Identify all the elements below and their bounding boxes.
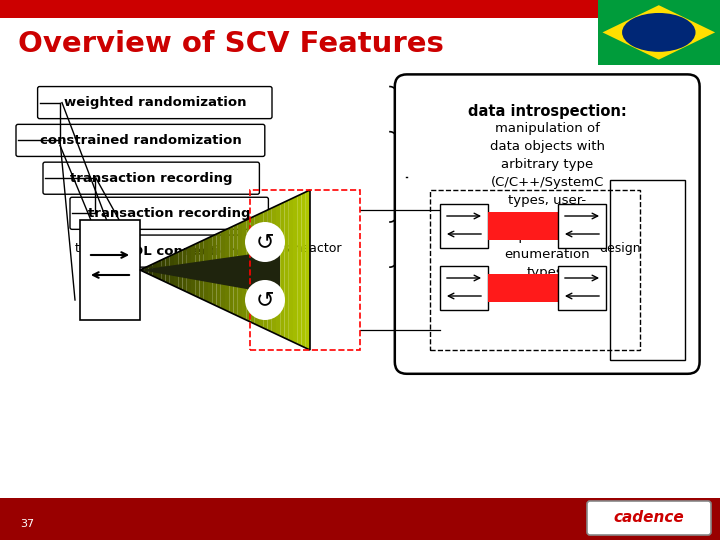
Polygon shape <box>251 216 255 324</box>
Polygon shape <box>259 212 264 328</box>
Polygon shape <box>157 260 161 280</box>
Polygon shape <box>271 206 276 334</box>
FancyBboxPatch shape <box>395 75 700 374</box>
Polygon shape <box>199 240 204 300</box>
Polygon shape <box>302 192 306 348</box>
Text: ↺: ↺ <box>256 232 274 252</box>
Bar <box>610 180 685 360</box>
Text: manipulation of
data objects with
arbitrary type
(C/C++/SystemC
types, user-
spe: manipulation of data objects with arbitr… <box>490 123 605 279</box>
Circle shape <box>622 13 696 52</box>
Polygon shape <box>195 242 199 298</box>
Text: 37: 37 <box>20 519 34 529</box>
Polygon shape <box>166 256 170 284</box>
Polygon shape <box>174 252 179 288</box>
Text: test: test <box>75 242 99 255</box>
Polygon shape <box>284 200 289 340</box>
Bar <box>488 212 558 240</box>
Text: transactor: transactor <box>278 242 342 255</box>
Bar <box>250 190 360 350</box>
Text: transaction recording: transaction recording <box>70 172 233 185</box>
Polygon shape <box>225 228 229 312</box>
Polygon shape <box>246 218 251 322</box>
Polygon shape <box>212 234 217 306</box>
Text: data introspection:: data introspection: <box>468 104 626 119</box>
Text: cadence: cadence <box>613 510 685 525</box>
Polygon shape <box>140 250 280 295</box>
FancyBboxPatch shape <box>37 86 272 119</box>
Polygon shape <box>161 258 166 282</box>
Polygon shape <box>238 222 242 318</box>
Polygon shape <box>233 224 238 316</box>
Polygon shape <box>229 226 233 314</box>
Polygon shape <box>306 190 310 350</box>
Polygon shape <box>186 246 191 294</box>
Polygon shape <box>280 202 284 338</box>
Bar <box>440 204 488 248</box>
Polygon shape <box>297 194 302 346</box>
Polygon shape <box>264 210 268 330</box>
Polygon shape <box>153 262 157 278</box>
Polygon shape <box>208 236 212 304</box>
Bar <box>488 274 558 302</box>
Text: weighted randomization: weighted randomization <box>63 96 246 109</box>
Polygon shape <box>268 208 271 332</box>
Polygon shape <box>170 254 174 286</box>
Bar <box>558 266 606 310</box>
Text: HDL connection: HDL connection <box>121 245 239 258</box>
Polygon shape <box>293 196 297 344</box>
Text: transaction recording: transaction recording <box>88 207 251 220</box>
Bar <box>430 190 640 350</box>
Polygon shape <box>276 204 280 336</box>
Polygon shape <box>204 238 208 302</box>
Text: Overview of SCV Features: Overview of SCV Features <box>18 30 444 58</box>
Polygon shape <box>289 198 293 342</box>
Text: constrained randomization: constrained randomization <box>40 134 241 147</box>
Text: design: design <box>599 242 641 255</box>
FancyBboxPatch shape <box>43 162 259 194</box>
Polygon shape <box>603 5 715 59</box>
Circle shape <box>245 280 285 320</box>
FancyBboxPatch shape <box>70 197 269 230</box>
Polygon shape <box>242 220 246 320</box>
Bar <box>558 204 606 248</box>
Circle shape <box>245 222 285 262</box>
Polygon shape <box>179 250 182 290</box>
Bar <box>0 0 720 18</box>
Text: ↺: ↺ <box>256 290 274 310</box>
Polygon shape <box>255 214 259 326</box>
FancyBboxPatch shape <box>587 501 711 535</box>
Polygon shape <box>140 268 144 272</box>
Polygon shape <box>221 230 225 310</box>
Bar <box>0 498 720 540</box>
Polygon shape <box>148 264 153 276</box>
Polygon shape <box>191 244 195 296</box>
Polygon shape <box>217 232 221 308</box>
Bar <box>80 220 140 320</box>
Polygon shape <box>144 266 148 274</box>
FancyBboxPatch shape <box>16 124 265 157</box>
FancyBboxPatch shape <box>86 235 274 267</box>
Bar <box>440 266 488 310</box>
Polygon shape <box>182 248 186 292</box>
